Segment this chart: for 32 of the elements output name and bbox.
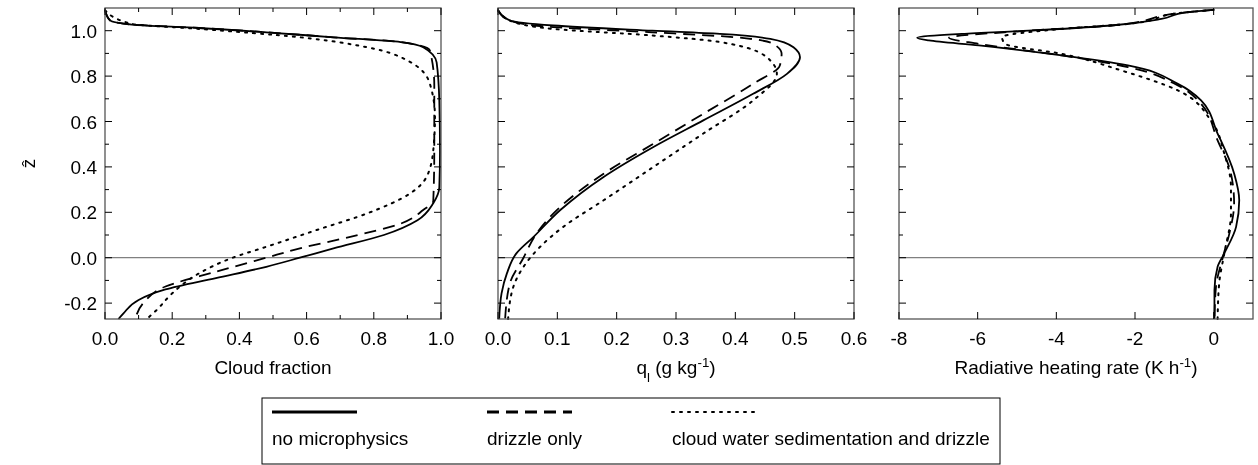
x-tick-label: 0.0 (91, 328, 119, 349)
x-tick-label: -4 (1047, 328, 1066, 349)
x-tick-label: 0.6 (293, 328, 320, 349)
y-tick-label: 0.8 (70, 66, 97, 88)
x-tick-label: 0 (1208, 328, 1219, 349)
legend-label: cloud water sedimentation and drizzle (672, 428, 990, 449)
x-tick-label: 0.1 (544, 328, 571, 349)
x-tick-label: 0.4 (226, 328, 254, 349)
x-tick-label: 0.2 (603, 328, 630, 349)
y-tick-label: 0.0 (70, 247, 97, 269)
x-tick-label: -2 (1126, 328, 1144, 349)
x-tick-label: 0.6 (840, 328, 868, 349)
x-tick-label: -8 (890, 328, 908, 349)
x-tick-label: 0.8 (360, 328, 388, 349)
x-tick-label: 0.0 (484, 328, 512, 349)
x-axis-title: Cloud fraction (214, 357, 332, 378)
x-axis-title: q$_{l}$ (g kg$^{-1}$) (636, 354, 716, 385)
x-tick-label: 0.5 (781, 328, 808, 349)
y-tick-label: 0.4 (70, 156, 98, 178)
y-tick-label: 0.2 (70, 202, 97, 224)
x-tick-label: 1.0 (427, 328, 455, 349)
x-tick-label: 0.2 (158, 328, 186, 349)
x-tick-label: -6 (969, 328, 987, 349)
x-axis-title: Radiative heating rate (K h$^{-1}$) (954, 354, 1198, 378)
y-tick-label: 1.0 (70, 20, 97, 42)
y-tick-label: -0.2 (64, 293, 97, 315)
x-tick-label: 0.4 (722, 328, 749, 349)
y-axis-title: ẑ (18, 158, 39, 169)
y-tick-label: 0.6 (70, 111, 97, 133)
x-tick-label: 0.3 (662, 328, 690, 349)
legend-label: no microphysics (272, 428, 409, 449)
legend-label: drizzle only (487, 428, 583, 449)
